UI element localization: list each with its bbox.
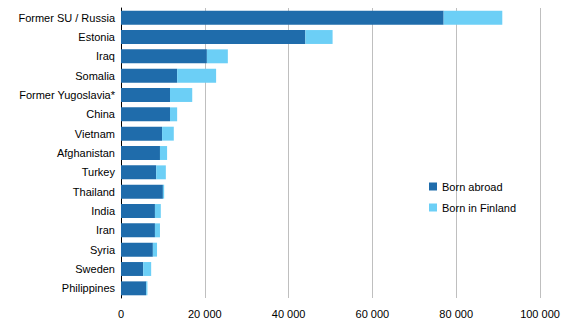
svg-text:Vietnam: Vietnam — [75, 128, 115, 140]
svg-text:Iraq: Iraq — [96, 50, 115, 62]
svg-text:Born in Finland: Born in Finland — [442, 202, 516, 214]
svg-text:40 000: 40 000 — [272, 308, 306, 320]
svg-text:India: India — [91, 205, 116, 217]
svg-text:Somalia: Somalia — [75, 70, 116, 82]
svg-text:Born abroad: Born abroad — [442, 181, 503, 193]
svg-text:China: China — [86, 108, 116, 120]
svg-text:100 000: 100 000 — [520, 308, 560, 320]
svg-text:Philippines: Philippines — [62, 282, 116, 294]
svg-text:Former Yugoslavia*: Former Yugoslavia* — [19, 89, 116, 101]
svg-text:Syria: Syria — [90, 244, 116, 256]
svg-text:60 000: 60 000 — [356, 308, 390, 320]
svg-text:Sweden: Sweden — [75, 263, 115, 275]
svg-text:Turkey: Turkey — [82, 166, 116, 178]
svg-text:0: 0 — [118, 308, 124, 320]
svg-text:Iran: Iran — [96, 224, 115, 236]
svg-text:Estonia: Estonia — [78, 31, 116, 43]
svg-text:20 000: 20 000 — [188, 308, 222, 320]
svg-text:Afghanistan: Afghanistan — [57, 147, 115, 159]
svg-text:80 000: 80 000 — [439, 308, 473, 320]
svg-text:Thailand: Thailand — [73, 186, 115, 198]
svg-text:Former SU / Russia: Former SU / Russia — [18, 12, 115, 24]
